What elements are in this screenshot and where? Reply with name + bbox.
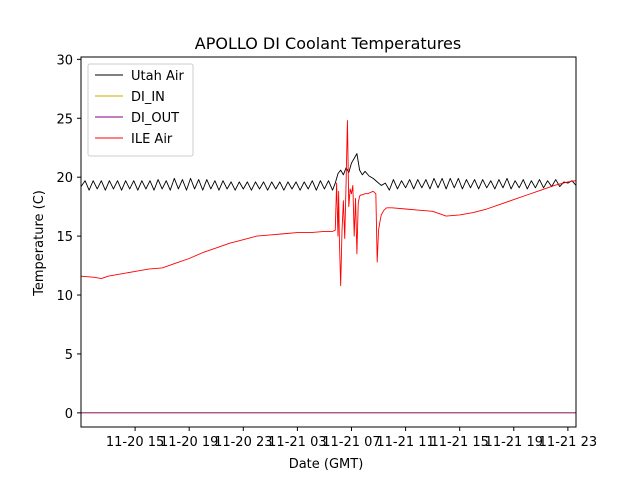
x-tick-label: 11-20 19	[160, 435, 218, 450]
legend: Utah Air DI_IN DI_OUT ILE Air	[87, 63, 194, 157]
y-tick-label: 25	[56, 112, 73, 127]
legend-label: DI_OUT	[131, 111, 179, 126]
y-axis-label: Temperature (C)	[32, 190, 47, 297]
x-tick-label: 11-20 15	[106, 435, 164, 450]
chart-title: APOLLO DI Coolant Temperatures	[195, 34, 461, 53]
x-tick-label: 11-21 15	[430, 435, 488, 450]
x-tick-label: 11-21 19	[485, 435, 543, 450]
y-tick-label: 5	[65, 348, 73, 363]
legend-box	[87, 63, 194, 157]
y-tick-label: 20	[56, 171, 73, 186]
x-axis-label: Date (GMT)	[289, 457, 364, 472]
plot-series-group	[81, 120, 576, 414]
x-tick-label: 11-21 07	[322, 435, 380, 450]
legend-label: Utah Air	[131, 69, 184, 84]
y-tick-label: 0	[65, 407, 73, 422]
x-tick-label: 11-21 11	[376, 435, 434, 450]
x-tick-label: 11-21 03	[268, 435, 326, 450]
legend-label: ILE Air	[131, 132, 173, 147]
x-tick-label: 11-21 23	[539, 435, 597, 450]
y-tick-label: 30	[56, 53, 73, 68]
x-tick-label: 11-20 23	[214, 435, 272, 450]
legend-label: DI_IN	[131, 90, 165, 105]
y-tick-label: 10	[56, 289, 73, 304]
plot-frame	[80, 56, 577, 428]
y-tick-label: 15	[56, 230, 73, 245]
series-line-ile-air	[81, 120, 576, 287]
series-line-utah-air	[81, 153, 576, 191]
